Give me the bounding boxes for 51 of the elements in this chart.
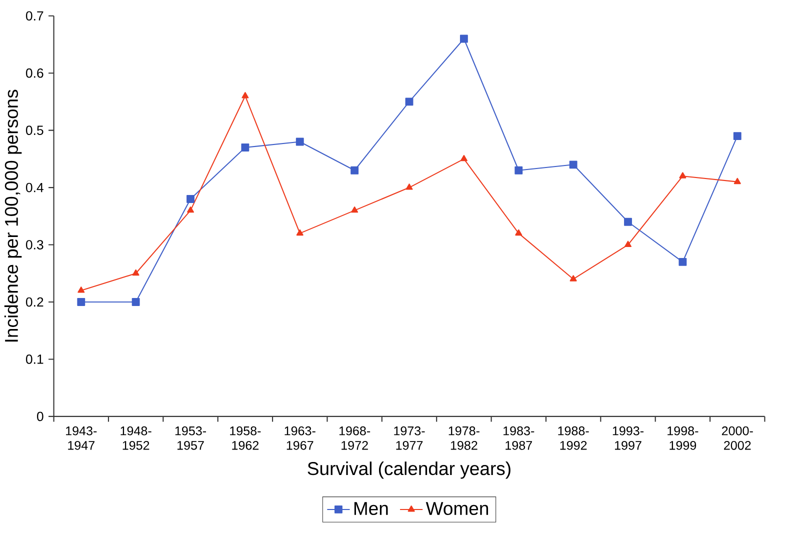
y-tick-label: 0.7 (26, 11, 44, 20)
point (678, 258, 687, 266)
x-tick-label: 1998-1999 (668, 426, 698, 450)
point (296, 138, 304, 146)
x-tick-label: 1988-1992 (558, 426, 589, 450)
x-tick-label: 2000-2002 (722, 426, 753, 450)
point (405, 98, 414, 106)
point (515, 229, 522, 236)
point (241, 143, 250, 152)
point (78, 286, 85, 293)
legend-label: Women (426, 502, 488, 515)
y-tick-label: 0.2 (26, 297, 44, 306)
point (460, 34, 468, 43)
point (624, 240, 632, 247)
point (460, 154, 468, 162)
y-tick-label: 0.4 (26, 182, 44, 192)
point (187, 206, 194, 213)
x-tick-label: 1958-1962 (230, 426, 261, 450)
x-tick-label: 1963-1967 (284, 426, 316, 450)
x-tick-label: 1953-1957 (175, 426, 206, 450)
point (296, 229, 304, 236)
x-tick-label: 1993-1997 (612, 426, 644, 450)
x-tick-label: 1973-1977 (394, 426, 425, 450)
y-tick-label: 0.5 (26, 125, 44, 135)
point (734, 178, 741, 184)
x-tick-label: 1978-1982 (448, 426, 480, 450)
point (514, 166, 523, 174)
point (132, 298, 140, 306)
point (679, 172, 686, 178)
y-tick-label: 0.1 (26, 354, 44, 364)
point (77, 298, 86, 306)
y-tick-label: 0.3 (26, 240, 44, 250)
x-tick-label: 1968-1972 (339, 426, 370, 450)
x-tick-label: 1983-1987 (504, 426, 534, 450)
point (351, 206, 358, 213)
y-tick-label: 0 (36, 412, 44, 421)
x-tick-label: 1948-1952 (120, 426, 152, 450)
point (624, 218, 632, 226)
point (132, 269, 140, 276)
x-tick-label: 1943-1947 (66, 426, 97, 450)
x-axis-title: Survival (calendar years) (308, 461, 510, 479)
point (733, 132, 742, 140)
legend-label: Men (354, 502, 388, 515)
y-axis-title: Incidence per 100,000 persons (4, 90, 22, 342)
point (242, 92, 249, 98)
point (350, 166, 359, 174)
y-tick-label: 0.6 (26, 68, 44, 78)
point (186, 194, 194, 203)
point (570, 274, 577, 282)
point (569, 160, 578, 168)
point (406, 183, 413, 190)
